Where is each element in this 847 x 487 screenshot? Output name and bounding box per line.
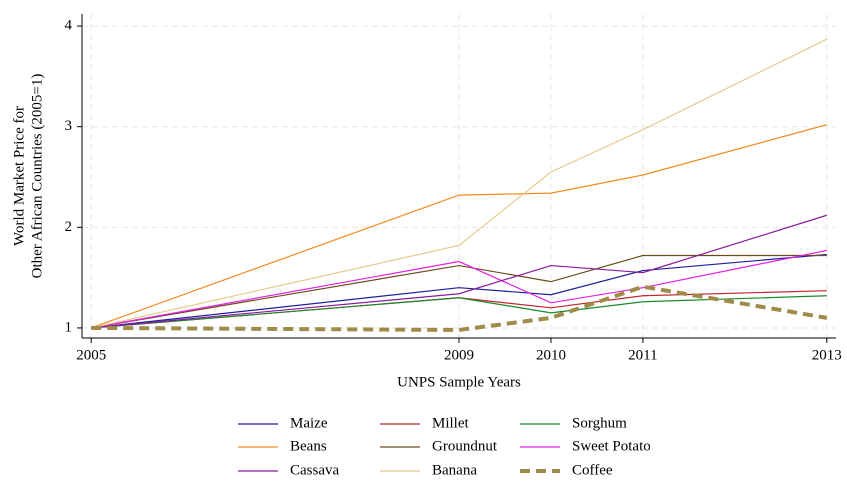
legend-label: Beans [290,438,327,454]
series-line [91,38,828,329]
legend-label: Sorghum [572,415,627,431]
y-axis-label: Other African Countries (2005=1) [29,74,45,279]
x-tick-label: 2011 [628,347,657,363]
x-axis-label: UNPS Sample Years [397,374,521,390]
x-tick-label: 2005 [76,347,106,363]
y-tick-label: 4 [65,18,73,34]
series-line [91,284,828,332]
y-tick-label: 1 [65,319,73,335]
legend-label: Cassava [290,462,339,478]
series-line [91,253,827,329]
legend-label: Maize [290,415,328,431]
x-tick-label: 2010 [536,347,566,363]
legend-label: Banana [432,462,477,478]
x-tick-label: 2013 [812,347,842,363]
series-line [91,295,827,329]
legend-label: Coffee [572,462,613,478]
series-line [90,124,827,329]
series-line [91,214,827,329]
legend-label: Groundnut [432,438,498,454]
y-axis-label: World Market Price for [11,106,27,246]
series-line [91,254,827,329]
series-line [91,249,827,329]
y-tick-label: 3 [65,118,73,134]
y-tick-label: 2 [65,219,73,235]
legend-label: Sweet Potato [572,438,651,454]
x-tick-label: 2009 [444,347,474,363]
legend-label: Millet [432,415,469,431]
